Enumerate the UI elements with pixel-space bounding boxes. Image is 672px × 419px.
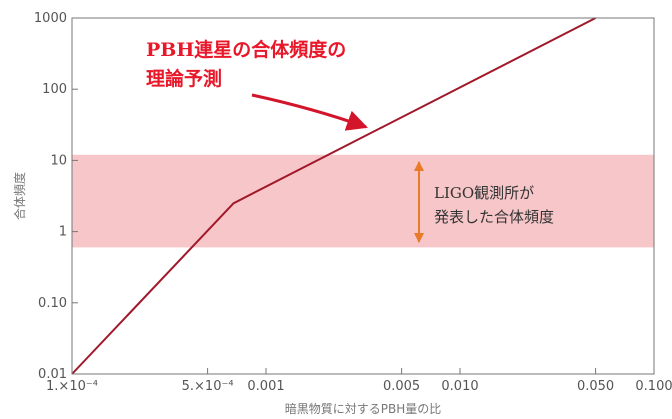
prediction-annotation-line1: PBH連星の合体頻度の xyxy=(146,38,346,61)
x-axis-title: 暗黒物質に対するPBH量の比 xyxy=(285,401,442,416)
prediction-arrow xyxy=(251,93,368,131)
x-tick-label: 5.×10⁻⁴ xyxy=(182,379,234,394)
ticks-layer: 1.×10⁻⁴ 5.×10⁻⁴ 0.001 0.005 0.010 0.050 0.100 0… xyxy=(34,11,672,394)
x-tick-label: 0.005 xyxy=(383,379,420,394)
y-tick-label: 1000 xyxy=(34,11,67,26)
prediction-line-series-0 xyxy=(71,17,597,375)
prediction-annotation-line2: 理論予測 xyxy=(146,67,222,90)
ligo-annotation-line1: LIGO観測所が xyxy=(434,184,534,202)
x-tick-label: 0.100 xyxy=(635,379,672,394)
y-axis-title: 合体頻度 xyxy=(12,172,27,220)
x-tick-label: 0.050 xyxy=(577,379,614,394)
y-tick-label: 10 xyxy=(50,153,67,168)
y-tick-label: 100 xyxy=(42,82,67,97)
x-tick-label: 1.×10⁻⁴ xyxy=(46,379,98,394)
x-tick-label: 0.010 xyxy=(441,379,478,394)
plot-frame xyxy=(71,17,655,375)
y-tick-label: 0.01 xyxy=(38,367,67,382)
series-layer xyxy=(71,17,597,375)
y-tick-label: 1 xyxy=(59,225,67,240)
x-tick-label: 0.001 xyxy=(247,379,284,394)
ligo-observed-rate-band xyxy=(72,154,654,248)
y-tick-label: 0.10 xyxy=(38,296,67,311)
ligo-annotation-line2: 発表した合体頻度 xyxy=(434,208,554,226)
